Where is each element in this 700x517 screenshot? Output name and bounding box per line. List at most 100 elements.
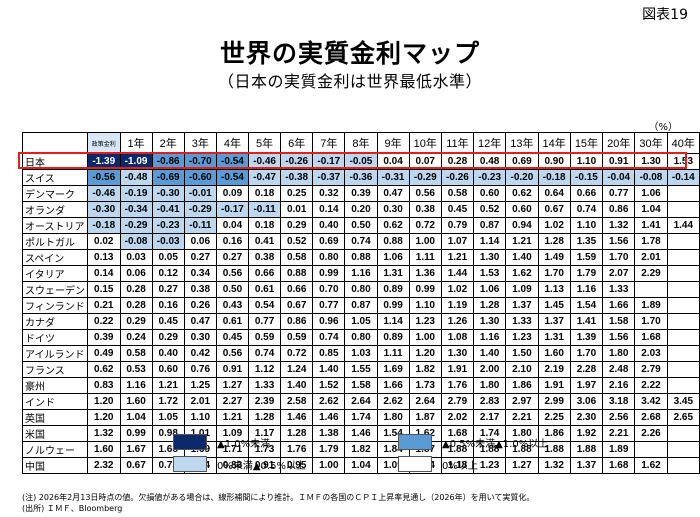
rate-cell: 1.21 (215, 409, 250, 426)
rate-cell: 2.17 (473, 409, 507, 426)
rate-cell: -0.01 (183, 185, 217, 202)
rate-cell: 0.60 (473, 185, 507, 202)
rate-cell: 3.18 (602, 393, 636, 410)
rate-cell: 0.88 (344, 249, 378, 266)
rate-cell: -0.18 (87, 217, 121, 234)
table-row: フィンランド 0.21 0.28 0.16 0.26 0.43 0.54 0.67 0.77 0.… (22, 297, 700, 314)
rate-cell (666, 457, 700, 474)
legend-item-0-to-minus05: 0%未満▲0.5%以上 (173, 456, 306, 472)
rate-cell: 0.27 (183, 249, 217, 266)
column-header-year: 3年 (183, 132, 217, 154)
rate-cell: -0.36 (344, 169, 378, 186)
rate-cell: 1.53 (473, 265, 507, 282)
rate-cell: 0.88 (376, 233, 410, 250)
rate-cell: 1.31 (537, 329, 571, 346)
rate-cell: 0.88 (280, 265, 314, 282)
rate-cell: 1.49 (537, 249, 571, 266)
rate-cell: 1.11 (408, 249, 442, 266)
rate-cell: 1.62 (505, 265, 539, 282)
rate-cell: 0.79 (440, 217, 475, 234)
table-row: 豪州 0.83 1.16 1.21 1.25 1.27 1.33 1.40 1.52 1.58 1.… (22, 377, 700, 394)
rate-cell: 1.87 (408, 409, 442, 426)
column-header-year: 14年 (537, 132, 571, 154)
rate-cell: 1.70 (602, 249, 636, 266)
rate-cell: 1.06 (473, 281, 507, 298)
rate-cell: 1.46 (312, 409, 346, 426)
rate-cell: -0.14 (666, 169, 700, 186)
legend-swatch (398, 456, 432, 472)
table-row: カナダ 0.22 0.29 0.45 0.47 0.61 0.77 0.86 0.96 1.05 1… (22, 313, 700, 330)
rate-cell: 0.77 (312, 297, 346, 314)
rate-cell: 0.66 (247, 265, 282, 282)
column-header-policy-rate: 政策金利 (87, 132, 121, 154)
column-header-year: 13年 (505, 132, 539, 154)
rate-cell: 1.88 (473, 441, 507, 458)
rate-cell: -0.11 (183, 217, 217, 234)
rate-cell: 1.88 (537, 441, 571, 458)
rate-cell: 0.61 (215, 313, 250, 330)
rate-cell: 1.45 (537, 297, 571, 314)
rate-cell: 2.16 (602, 377, 636, 394)
rate-cell: 1.27 (505, 457, 539, 474)
rate-cell: -0.54 (215, 169, 250, 186)
rate-cell: 2.32 (87, 457, 121, 474)
rate-cell: 0.83 (215, 457, 250, 474)
table-row: オランダ -0.30 -0.34 -0.41 -0.29 -0.17 -0.11 0.01 0.… (22, 201, 700, 218)
rate-cell: 0.14 (312, 201, 346, 218)
rate-cell: 0.18 (247, 185, 282, 202)
rate-cell: 0.62 (87, 361, 121, 378)
rate-cell: 1.30 (634, 153, 668, 170)
unit-label: （%） (648, 122, 678, 133)
rate-cell: 0.58 (440, 185, 475, 202)
rate-cell: 0.66 (280, 281, 314, 298)
rate-cell: 3.06 (569, 393, 604, 410)
rate-cell: 1.40 (280, 377, 314, 394)
rate-cell: 2.22 (634, 377, 668, 394)
rate-cell: 0.24 (119, 329, 153, 346)
rate-cell: 1.33 (602, 281, 636, 298)
rate-cell: 1.60 (537, 345, 571, 362)
rate-cell: 0.85 (312, 345, 346, 362)
rate-cell: 1.00 (408, 233, 442, 250)
table-row: 英国 1.20 1.04 1.05 1.10 1.21 1.28 1.46 1.46 1.74 1.… (22, 409, 700, 426)
rate-cell: 1.00 (408, 329, 442, 346)
rate-cell: 0.77 (602, 185, 636, 202)
rate-cell: 1.74 (344, 409, 378, 426)
country-name: スペイン (22, 249, 88, 266)
country-name: スイス (22, 169, 88, 186)
column-header-year: 30年 (634, 132, 668, 154)
country-name: イタリア (22, 265, 88, 282)
footnotes: (注) 2026年2月13日時点の値。欠損値がある場合は、線形補間により推計。Ｉ… (22, 492, 534, 514)
rate-cell: 1.44 (440, 265, 475, 282)
rate-cell: -0.41 (151, 201, 185, 218)
source-text: (出所) ＩＭＦ、Bloomberg (22, 504, 123, 513)
rate-cell: 1.80 (602, 345, 636, 362)
rate-cell: 0.72 (408, 217, 442, 234)
column-header-year: 11年 (440, 132, 475, 154)
rate-cell: -0.23 (473, 169, 507, 186)
rate-cell: 0.99 (119, 425, 153, 442)
rate-cell: 2.01 (634, 249, 668, 266)
country-name: デンマーク (22, 185, 88, 202)
rate-cell: 0.56 (215, 265, 250, 282)
rate-cell: 0.26 (183, 297, 217, 314)
rate-cell: 1.58 (344, 377, 378, 394)
rate-cell: 1.86 (505, 377, 539, 394)
rate-cell: 0.91 (215, 361, 250, 378)
rate-cell: 1.30 (473, 249, 507, 266)
table-row: オーストリア -0.18 -0.29 -0.23 -0.11 0.04 0.18 0.29 0.… (22, 217, 700, 234)
rate-cell: 2.21 (602, 425, 636, 442)
rate-cell: 0.87 (344, 297, 378, 314)
rate-cell: 0.67 (537, 201, 571, 218)
rate-cell: -0.17 (215, 201, 250, 218)
rate-cell: 1.74 (473, 425, 507, 442)
rate-cell: 0.77 (247, 313, 282, 330)
rate-cell: 0.69 (312, 233, 346, 250)
rate-cell: 1.97 (569, 377, 604, 394)
rate-cell: 1.37 (569, 457, 604, 474)
rate-cell: 0.49 (87, 345, 121, 362)
rate-cell: 1.62 (634, 457, 668, 474)
rate-cell: 1.68 (634, 329, 668, 346)
rate-cell: 1.07 (440, 233, 475, 250)
rate-cell: 1.16 (569, 281, 604, 298)
